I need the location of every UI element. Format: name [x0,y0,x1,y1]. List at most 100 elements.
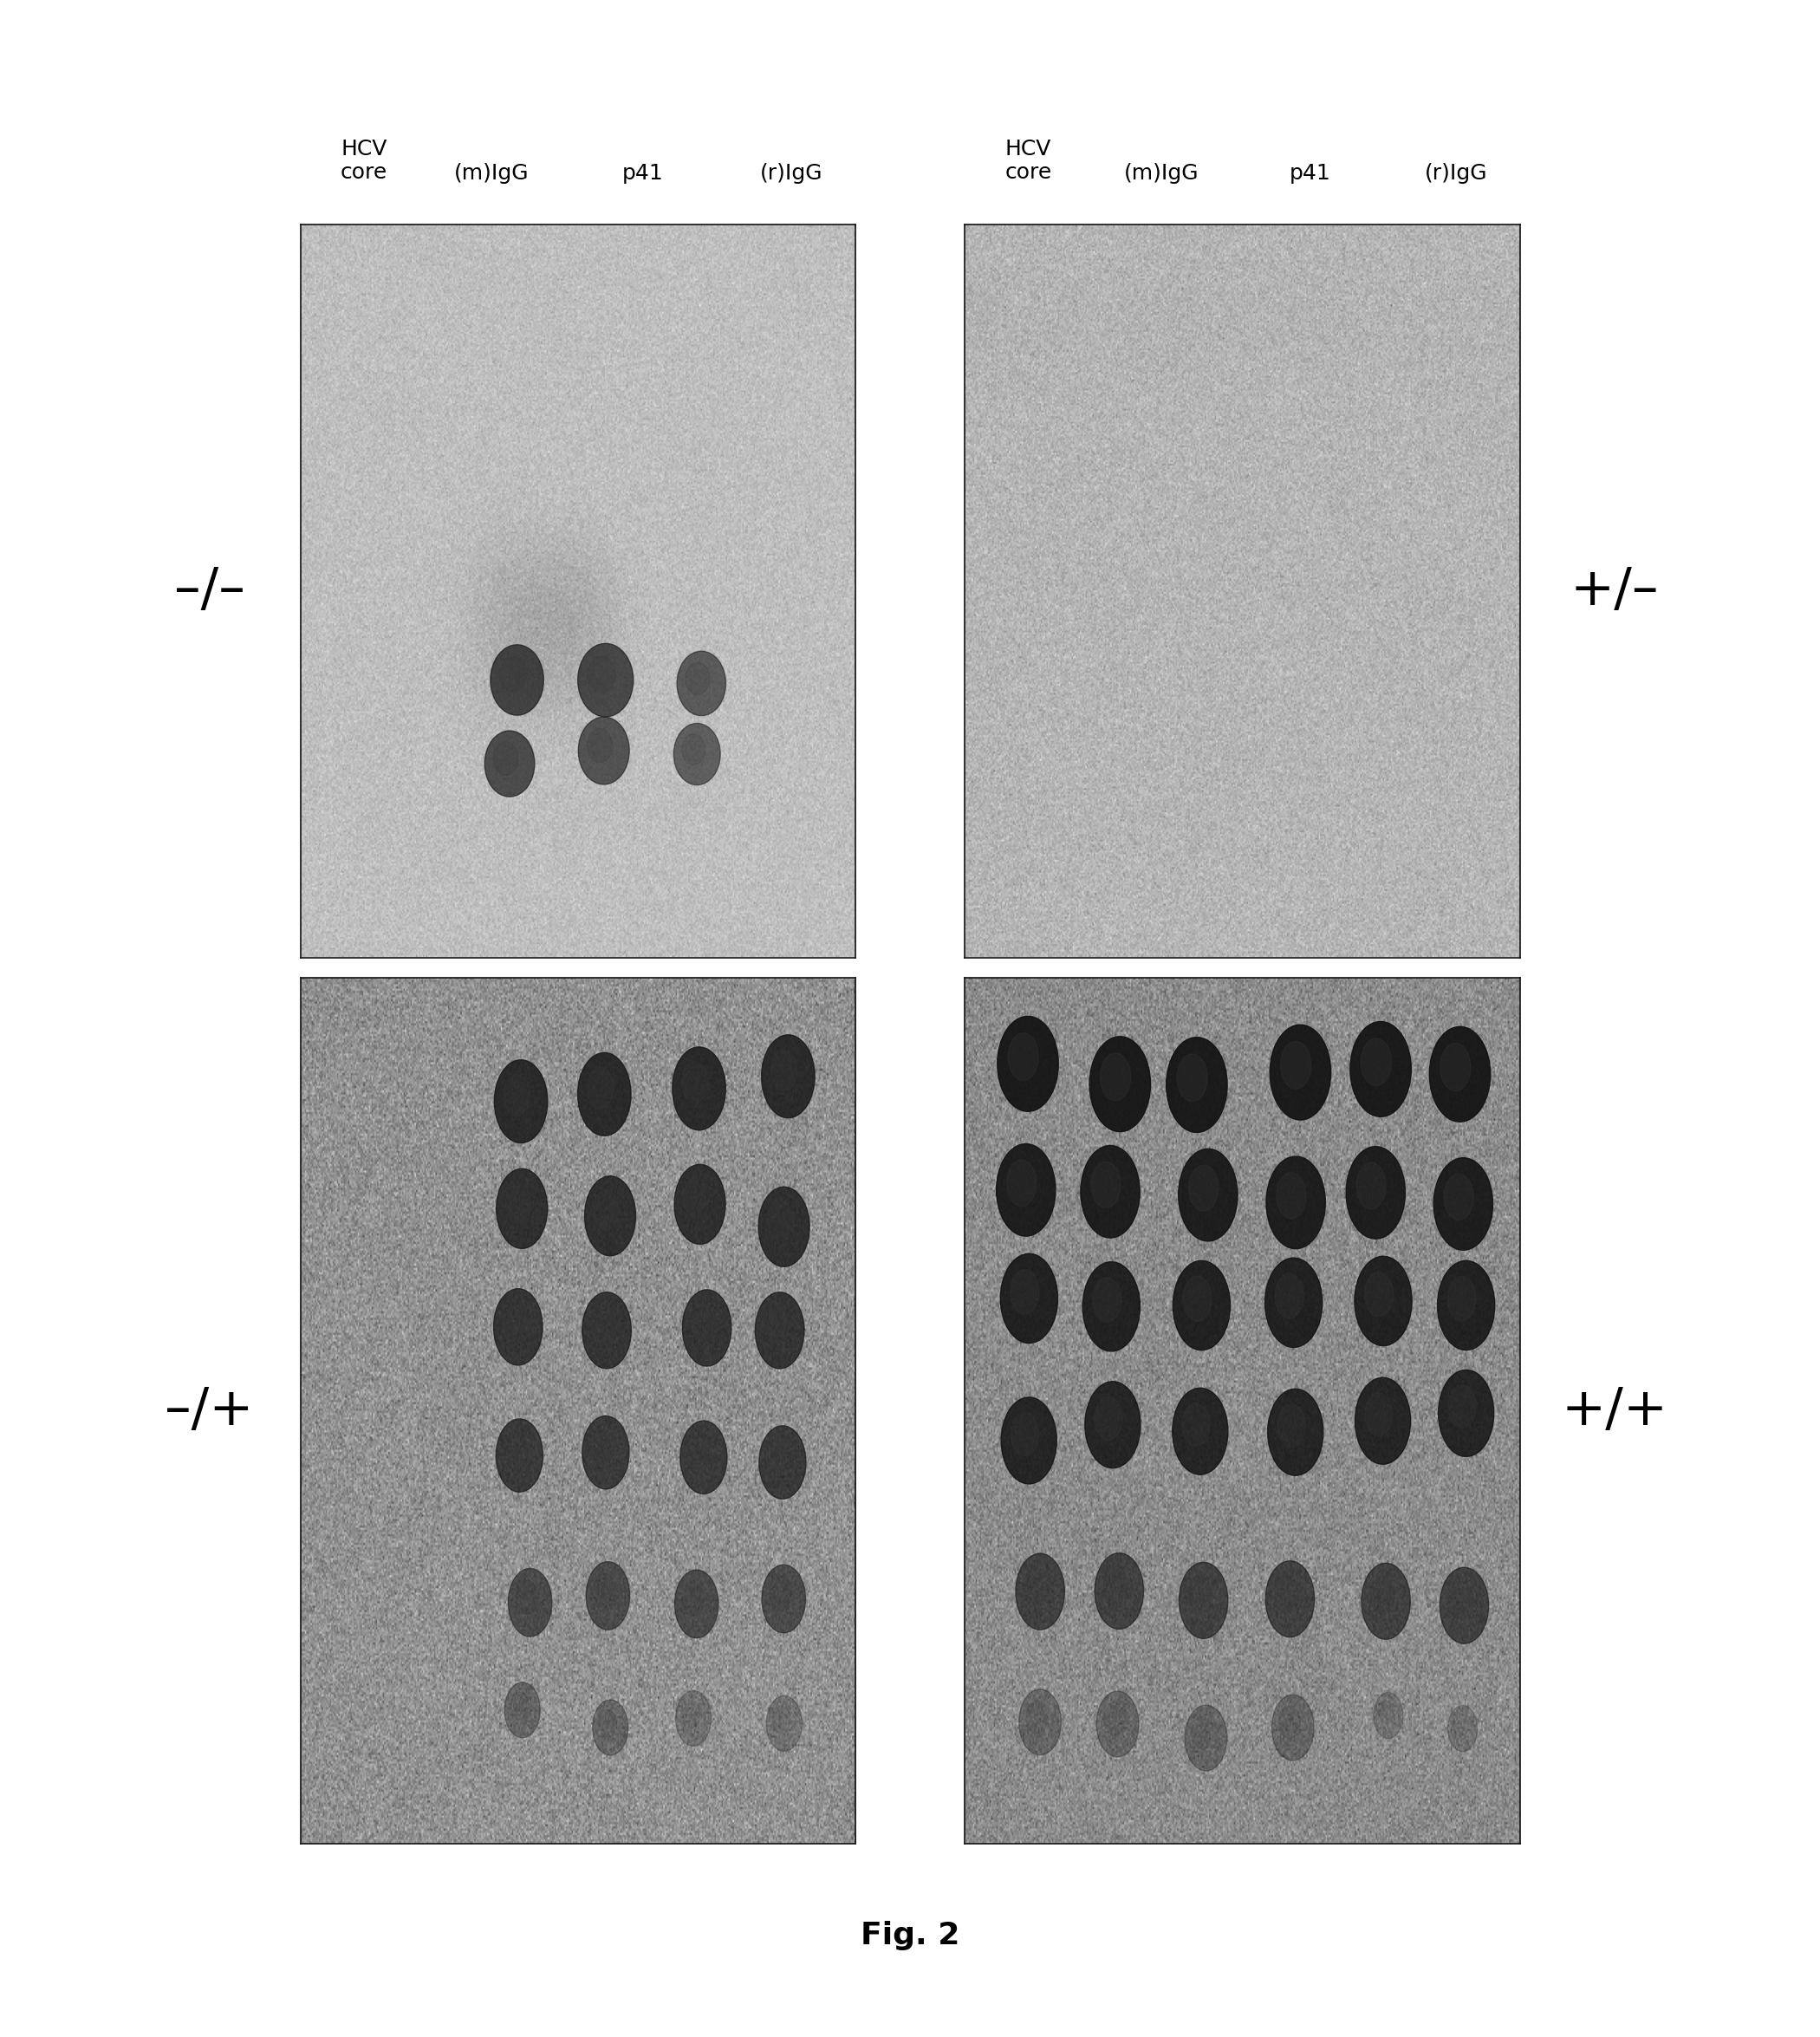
Circle shape [1188,1165,1218,1212]
Circle shape [1099,1053,1130,1100]
Circle shape [1103,1566,1128,1605]
Circle shape [774,1705,790,1733]
Circle shape [759,1188,810,1267]
Circle shape [588,656,615,693]
Text: p41: p41 [622,163,662,183]
Circle shape [1081,1145,1139,1238]
Circle shape [593,1699,628,1756]
Circle shape [1272,1695,1314,1760]
Circle shape [1374,1693,1403,1740]
Circle shape [688,1434,712,1471]
Circle shape [1443,1173,1474,1220]
Circle shape [504,1073,530,1116]
Text: +/+: +/+ [1562,1385,1667,1436]
Circle shape [686,662,710,695]
Circle shape [577,644,633,717]
Circle shape [1347,1147,1405,1238]
Circle shape [511,1693,528,1719]
Circle shape [506,1183,531,1222]
Circle shape [682,1289,732,1367]
Circle shape [1105,1703,1125,1736]
Circle shape [1276,1273,1303,1318]
Text: (r)IgG: (r)IgG [761,163,823,183]
Circle shape [1365,1393,1392,1436]
Circle shape [1281,1041,1310,1090]
Circle shape [1267,1157,1325,1249]
Circle shape [1010,1412,1039,1456]
Circle shape [1438,1371,1494,1456]
Text: –/–: –/– [175,564,244,617]
Circle shape [1440,1043,1471,1092]
Circle shape [500,658,526,693]
Text: (m)IgG: (m)IgG [453,163,530,183]
Circle shape [675,1691,712,1746]
Circle shape [682,1583,704,1615]
Text: Fig. 2: Fig. 2 [861,1921,959,1949]
Circle shape [764,1306,788,1344]
Circle shape [996,1145,1056,1236]
Circle shape [586,1562,630,1630]
Circle shape [1361,1039,1390,1086]
Circle shape [1192,1717,1214,1750]
Circle shape [682,733,704,766]
Circle shape [1085,1381,1141,1469]
Circle shape [582,1416,630,1489]
Circle shape [592,1306,615,1344]
Circle shape [1350,1021,1410,1116]
Circle shape [1276,1173,1307,1218]
Circle shape [692,1304,715,1340]
Circle shape [1096,1691,1139,1756]
Circle shape [504,1683,541,1738]
Circle shape [1178,1149,1238,1241]
Circle shape [1090,1037,1150,1133]
Circle shape [768,1202,794,1241]
Circle shape [766,1697,803,1752]
Circle shape [761,1035,815,1118]
Text: (r)IgG: (r)IgG [1425,163,1487,183]
Circle shape [1269,1389,1323,1475]
Circle shape [1094,1397,1123,1440]
Text: HCV
core: HCV core [1005,139,1052,183]
Circle shape [508,1568,551,1636]
Circle shape [1016,1554,1065,1630]
Circle shape [768,1438,790,1475]
Text: (m)IgG: (m)IgG [1123,163,1199,183]
Circle shape [1026,1701,1048,1733]
Circle shape [577,1053,632,1137]
Circle shape [1278,1403,1305,1448]
Circle shape [588,729,613,762]
Circle shape [1183,1403,1210,1446]
Circle shape [1172,1261,1230,1351]
Circle shape [1440,1566,1489,1644]
Circle shape [1452,1713,1467,1738]
Circle shape [997,1016,1059,1112]
Circle shape [1449,1581,1472,1619]
Circle shape [1172,1387,1229,1475]
Circle shape [682,1061,708,1104]
Circle shape [1025,1566,1048,1605]
Circle shape [590,1428,613,1465]
Circle shape [677,652,726,715]
Circle shape [1449,1705,1478,1752]
Circle shape [1008,1033,1039,1080]
Circle shape [673,723,721,784]
Circle shape [1001,1253,1057,1342]
Circle shape [675,1165,726,1245]
Circle shape [490,646,544,715]
Circle shape [1438,1261,1494,1351]
Circle shape [1356,1377,1410,1465]
Circle shape [1178,1053,1207,1102]
Circle shape [772,1049,797,1092]
Circle shape [682,1177,708,1218]
Circle shape [1274,1575,1298,1613]
Circle shape [1378,1701,1394,1723]
Circle shape [1447,1277,1476,1322]
Circle shape [1092,1277,1121,1322]
Circle shape [1006,1159,1036,1206]
Circle shape [502,1302,526,1340]
Circle shape [1010,1269,1039,1314]
Circle shape [1265,1259,1323,1346]
Circle shape [493,1289,542,1365]
Circle shape [493,741,519,776]
Circle shape [682,1701,699,1727]
